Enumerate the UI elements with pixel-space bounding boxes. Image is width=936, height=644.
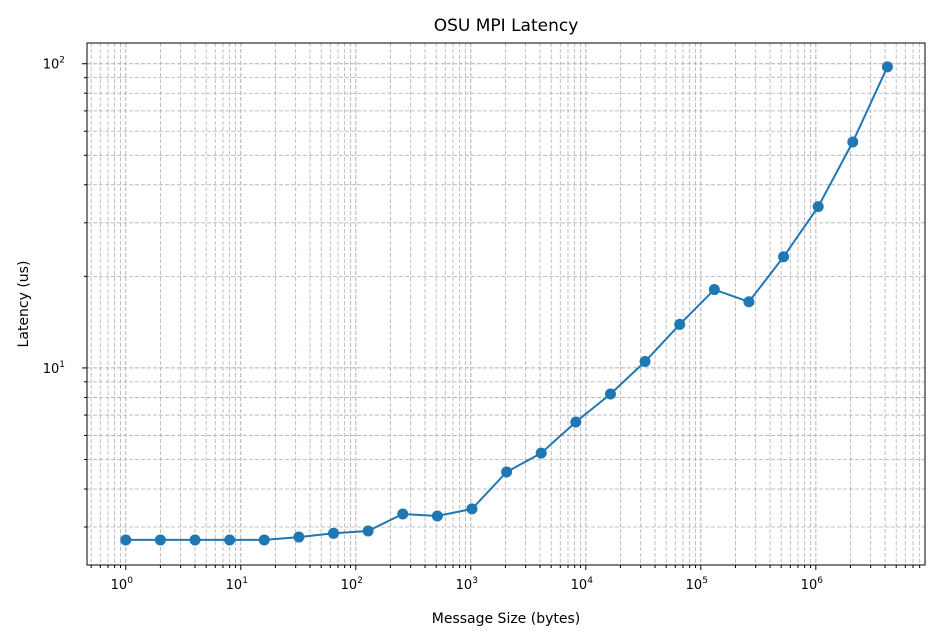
x-tick-label: 106	[801, 576, 824, 593]
data-point	[224, 534, 236, 546]
data-point	[328, 527, 340, 539]
x-tick-label: 105	[686, 576, 708, 593]
series-latency	[120, 61, 893, 546]
x-tick-label: 102	[341, 576, 363, 593]
data-point	[743, 296, 755, 308]
data-point	[362, 525, 374, 537]
data-point	[778, 251, 790, 263]
data-point	[189, 534, 201, 546]
data-point	[258, 534, 270, 546]
axis-ticks: 100 101 102 103 104 105 106 101 102	[43, 56, 921, 593]
data-point	[708, 284, 720, 296]
data-point	[397, 508, 409, 520]
data-point	[293, 531, 305, 543]
x-axis-label: Message Size (bytes)	[432, 611, 581, 627]
x-tick-label: 103	[456, 576, 478, 593]
data-point	[847, 136, 859, 148]
data-point	[674, 318, 686, 330]
x-tick-label: 104	[571, 576, 594, 593]
plot-frame	[86, 42, 926, 566]
data-point	[431, 510, 443, 522]
data-point	[639, 355, 651, 367]
y-tick-label: 102	[43, 56, 65, 73]
data-point	[812, 201, 824, 213]
data-point	[120, 534, 132, 546]
data-point	[154, 534, 166, 546]
data-point	[570, 416, 582, 428]
data-point	[501, 466, 513, 478]
y-axis-label: Latency (us)	[16, 261, 32, 348]
chart-title: OSU MPI Latency	[434, 16, 579, 36]
x-tick-label: 100	[111, 576, 134, 593]
data-point	[881, 61, 893, 73]
data-point	[535, 447, 547, 459]
x-tick-label: 101	[226, 576, 248, 593]
grid	[87, 43, 925, 565]
data-point	[466, 503, 478, 515]
y-tick-label: 101	[43, 360, 65, 377]
data-point	[604, 388, 616, 400]
